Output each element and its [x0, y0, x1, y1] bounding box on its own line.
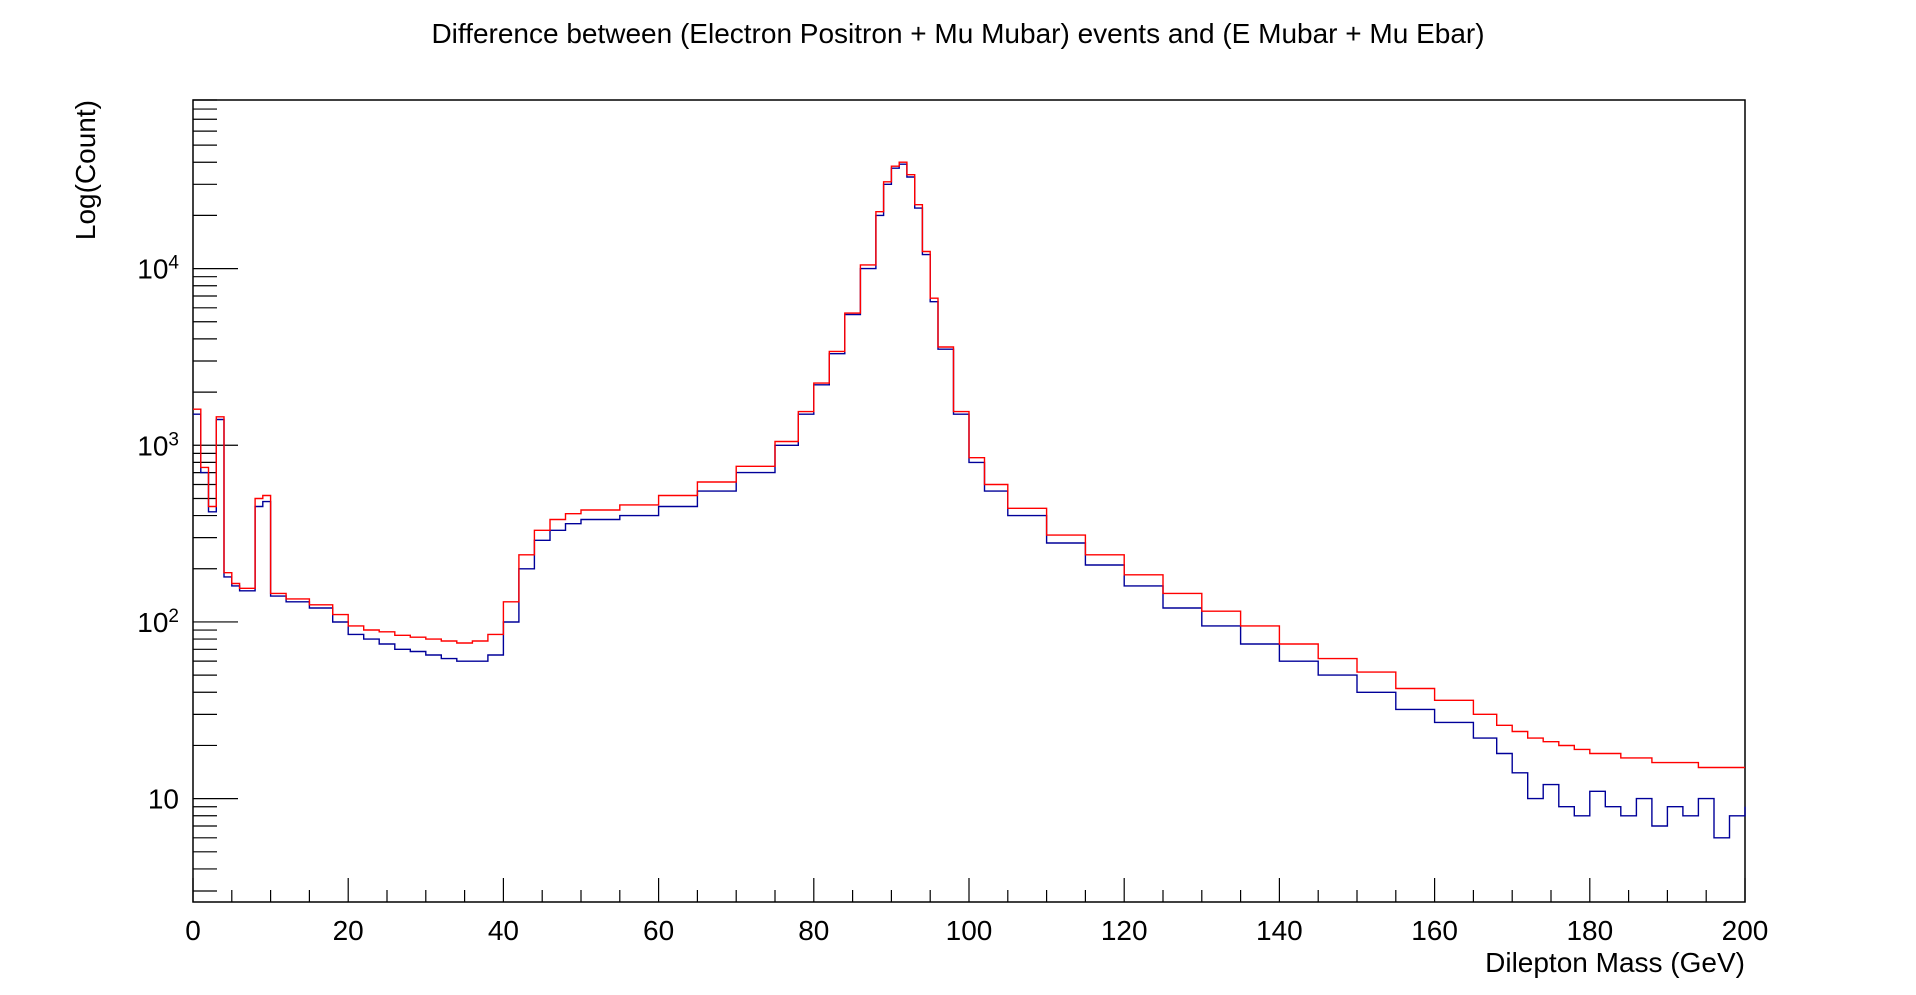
- x-tick-label: 200: [1722, 915, 1769, 946]
- chart-title: Difference between (Electron Positron + …: [431, 18, 1485, 49]
- x-tick-label: 100: [946, 915, 993, 946]
- x-tick-label: 160: [1411, 915, 1458, 946]
- x-tick-label: 20: [333, 915, 364, 946]
- x-tick-label: 60: [643, 915, 674, 946]
- series-layer: [193, 161, 1746, 839]
- y-tick-label: 103: [137, 429, 179, 462]
- x-tick-label: 80: [798, 915, 829, 946]
- y-tick-label: 104: [137, 252, 179, 285]
- x-axis-label: Dilepton Mass (GeV): [1485, 947, 1745, 978]
- x-tick-label: 40: [488, 915, 519, 946]
- x-tick-label: 120: [1101, 915, 1148, 946]
- series-red-line: [193, 161, 1745, 769]
- y-tick-label: 102: [137, 605, 179, 638]
- series-blue-line: [193, 163, 1746, 839]
- plot-frame: [192, 99, 1746, 903]
- x-axis-ticks: 0 20 40 60 80 100 120 140 160 180 200: [185, 878, 1768, 946]
- y-axis-ticks: 10 102 103 104: [137, 99, 238, 892]
- x-tick-label: 140: [1256, 915, 1303, 946]
- x-tick-label: 180: [1566, 915, 1613, 946]
- y-tick-label: 10: [148, 784, 179, 815]
- y-axis-label: Log(Count): [70, 100, 101, 240]
- x-tick-label: 0: [185, 915, 201, 946]
